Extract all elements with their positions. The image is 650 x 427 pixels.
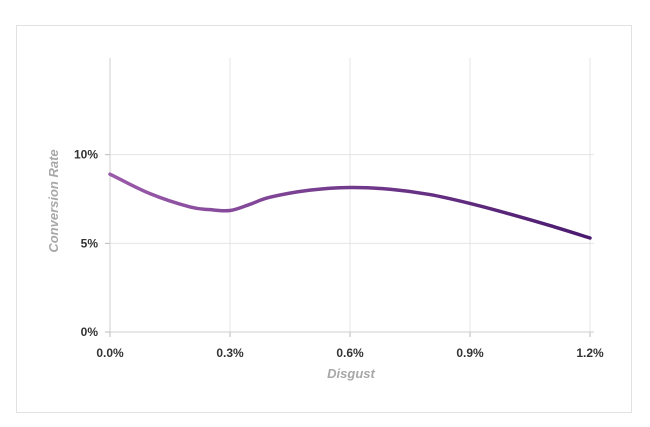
- x-tick-label: 0.9%: [456, 346, 484, 360]
- y-tick-label: 5%: [81, 236, 99, 250]
- tick-labels: 0.0% 0.3% 0.6% 0.9% 1.2% 0% 5% 10%: [74, 148, 604, 360]
- series-line: [108, 172, 592, 240]
- y-tick-label: 0%: [81, 325, 99, 339]
- x-tick-label: 1.2%: [576, 346, 604, 360]
- x-tick-label: 0.3%: [216, 346, 244, 360]
- y-axis-title: Conversion Rate: [46, 149, 61, 252]
- x-axis-title: Disgust: [327, 366, 375, 381]
- x-tick-label: 0.0%: [96, 346, 124, 360]
- grid: [110, 58, 594, 332]
- x-tick-label: 0.6%: [336, 346, 364, 360]
- series-layer: [108, 172, 592, 240]
- axes: [105, 58, 594, 337]
- y-tick-label: 10%: [74, 148, 98, 162]
